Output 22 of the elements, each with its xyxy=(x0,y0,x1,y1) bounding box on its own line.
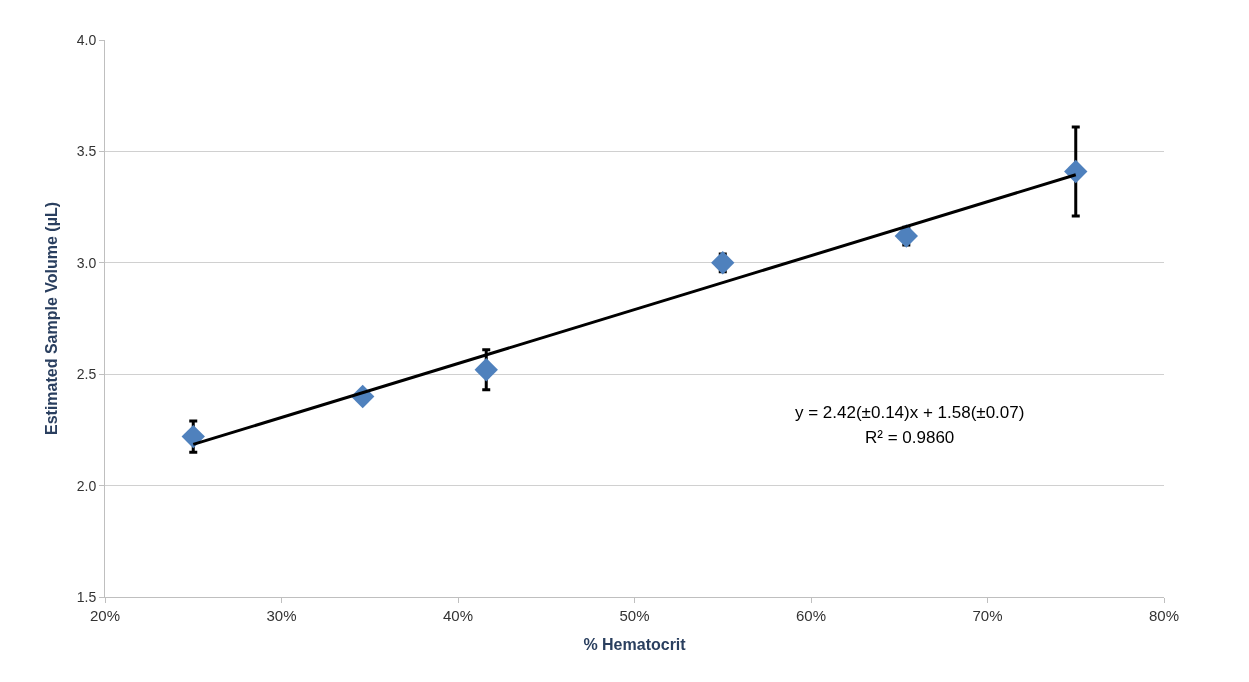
y-tick-label: 3.0 xyxy=(76,254,97,271)
point xyxy=(474,358,498,382)
y-tick-label: 4.0 xyxy=(76,31,97,48)
x-tick-label: 30% xyxy=(266,607,297,624)
x-tick-label: 60% xyxy=(795,607,827,624)
y-tick-label: 2.0 xyxy=(76,477,97,494)
y-tick-label: 3.5 xyxy=(76,143,97,160)
annotation: R² = 0.9860 xyxy=(865,428,955,447)
point xyxy=(711,251,735,275)
x-axis-title: % Hematocrit xyxy=(583,635,687,653)
y-tick-label: 1.5 xyxy=(76,588,97,605)
point xyxy=(1064,159,1088,184)
y-axis-title: Estimated Sample Volume (µL) xyxy=(42,202,60,435)
point xyxy=(894,224,919,248)
point xyxy=(181,424,205,449)
x-tick-label: 40% xyxy=(442,607,474,624)
x-tick-label: 80% xyxy=(1148,607,1180,624)
annotation: y = 2.42(±0.14)x + 1.58(±0.07) xyxy=(795,403,1025,422)
x-tick-label: 20% xyxy=(89,607,121,624)
x-tick-label: 50% xyxy=(619,607,650,624)
x-tick-label: 70% xyxy=(972,607,1003,624)
y-tick-label: 2.5 xyxy=(76,366,97,383)
